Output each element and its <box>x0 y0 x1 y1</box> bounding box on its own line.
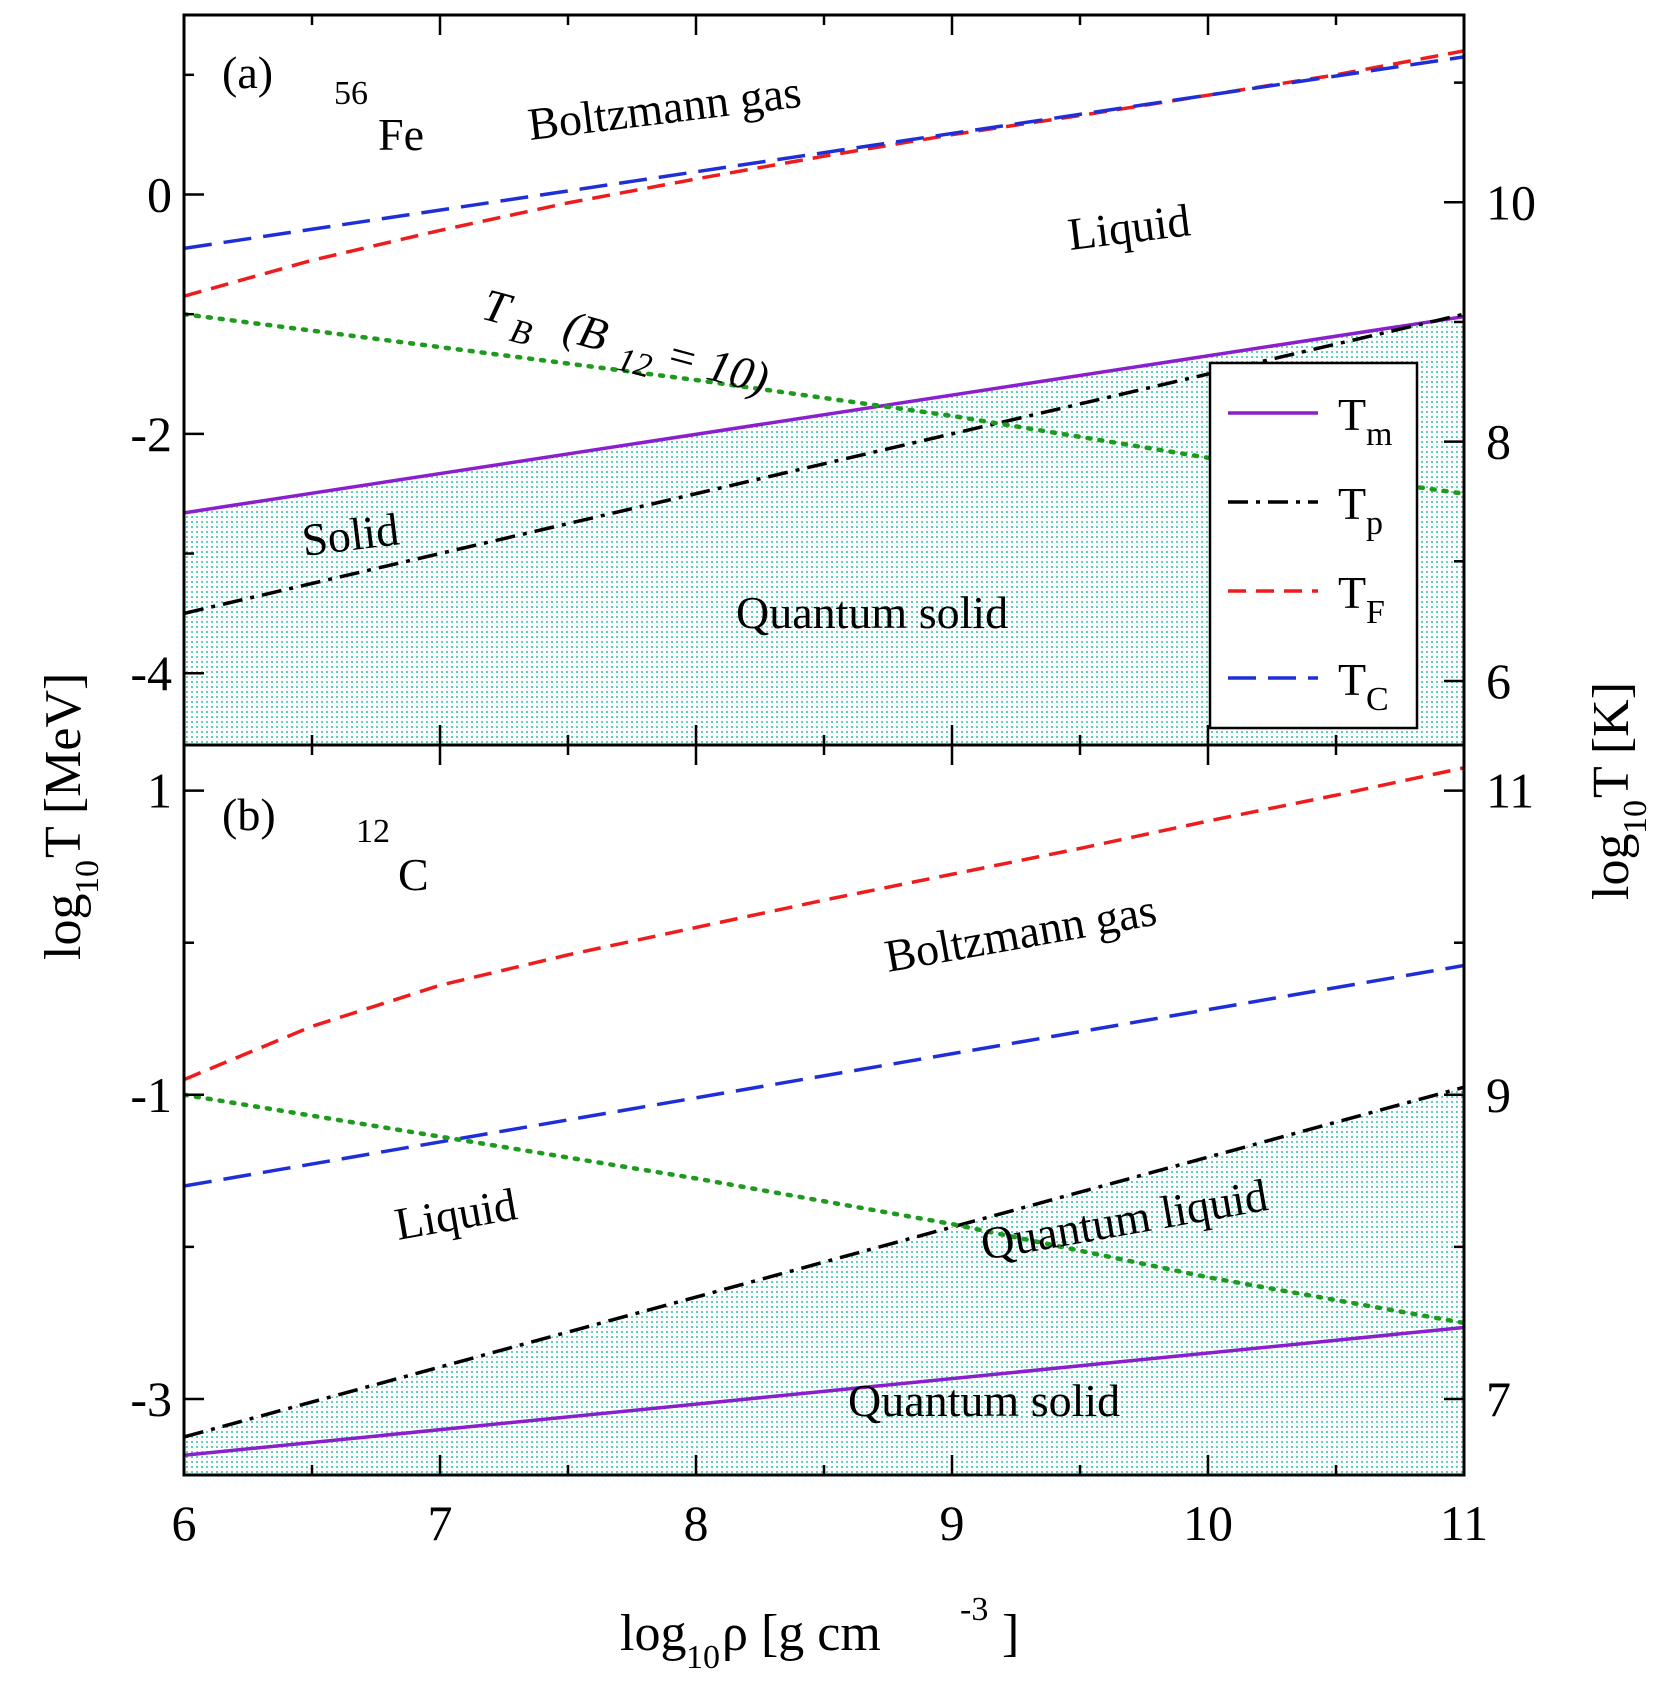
panel-a-mass-number: 56 <box>334 75 368 112</box>
y-tick-label: 0 <box>147 167 172 223</box>
y-right-title-rest: T [K] <box>1583 682 1640 798</box>
x-tick-label: 7 <box>428 1495 453 1551</box>
panel-a-label: (a) <box>222 47 273 98</box>
y-left-axis-title: log 10 T [MeV] <box>35 673 106 960</box>
tb-B-sub: B <box>506 312 536 353</box>
tb-paren-B: (B <box>558 300 613 361</box>
legend-box <box>1208 361 1419 730</box>
right-y-tick-label: 11 <box>1486 763 1534 819</box>
y-tick-label: -2 <box>130 406 172 462</box>
legend-label-tm: T <box>1338 389 1366 440</box>
panel-b-boltzmann-label: Boltzmann gas <box>881 884 1160 982</box>
legend-sub-tm: m <box>1366 416 1392 453</box>
panel-b-element: C <box>398 849 429 900</box>
x-axis-title-end: ] <box>1002 1605 1019 1662</box>
panel-a-series-tc <box>184 55 1464 251</box>
panel-b-liquid-label: Liquid <box>391 1178 521 1250</box>
panel-b-solid-shading <box>184 1087 1464 1475</box>
panel-a-series-tm <box>184 314 1464 515</box>
legend-label-tp: T <box>1338 478 1366 529</box>
panel-b-label: (b) <box>222 789 276 840</box>
right-y-tick-label: 6 <box>1486 653 1511 709</box>
panel-b-series-tm <box>184 1325 1464 1457</box>
x-tick-label: 9 <box>940 1495 965 1551</box>
right-y-tick-label: 8 <box>1486 414 1511 470</box>
panel-b-mass-number: 12 <box>356 813 390 850</box>
y-right-title-log: log <box>1583 834 1640 900</box>
y-left-title-rest: T [MeV] <box>35 673 92 858</box>
panel-b-quantum-solid-label: Quantum solid <box>848 1375 1120 1426</box>
tb-equals-10: = 10) <box>661 328 775 404</box>
panel-b-series-tc <box>184 963 1464 1188</box>
panel-a-liquid-label: Liquid <box>1065 194 1193 260</box>
panel-b-series-tf <box>184 766 1464 1082</box>
panel-a-solid-label: Solid <box>299 503 402 565</box>
right-y-tick-label: 9 <box>1486 1067 1511 1123</box>
legend-label-tf: T <box>1338 567 1366 618</box>
legend-label-tc: T <box>1338 654 1366 705</box>
y-right-title-sub: 10 <box>1617 800 1654 834</box>
panel-a-solid-shading <box>184 316 1464 745</box>
panel-a-element: Fe <box>378 109 424 160</box>
x-tick-label: 6 <box>172 1495 197 1551</box>
panel-a: 0 -2 -4 6 8 10 (a) 56 Fe Boltzmann gas Liquid… <box>130 15 1536 745</box>
y-tick-label: -4 <box>130 645 172 701</box>
x-axis-title: log 10 ρ [g cm -3 ] <box>620 1591 1019 1676</box>
legend-sub-tp: p <box>1366 505 1383 542</box>
panel-a-series-tf <box>184 49 1464 298</box>
panel-a-quantum-solid-label: Quantum solid <box>736 587 1008 638</box>
legend-sub-tc: C <box>1366 681 1389 718</box>
x-axis-title-log: log <box>620 1605 686 1662</box>
y-tick-label: 1 <box>147 763 172 819</box>
legend-sub-tf: F <box>1366 594 1385 631</box>
x-axis-title-sub: 10 <box>686 1639 720 1676</box>
panel-a-boltzmann-label: Boltzmann gas <box>525 66 804 150</box>
legend: T m T p T F T C <box>1208 361 1419 730</box>
right-y-tick-label: 10 <box>1486 174 1536 230</box>
tb-annotation: T B (B 12 = 10) <box>477 279 775 404</box>
panel-b-series-tb <box>184 1092 1464 1326</box>
y-left-title-log: log <box>35 894 92 960</box>
x-axis-title-rest: ρ [g cm <box>722 1605 881 1662</box>
x-tick-label: 8 <box>684 1495 709 1551</box>
tb-12-sub: 12 <box>613 341 655 386</box>
y-left-title-sub: 10 <box>69 860 106 894</box>
y-tick-label: -3 <box>130 1371 172 1427</box>
y-right-axis-title: log 10 T [K] <box>1583 682 1654 900</box>
right-y-tick-label: 7 <box>1486 1371 1511 1427</box>
x-tick-label: 11 <box>1440 1495 1488 1551</box>
x-tick-label: 10 <box>1183 1495 1233 1551</box>
y-tick-label: -1 <box>130 1067 172 1123</box>
x-axis-title-sup: -3 <box>960 1591 988 1628</box>
panel-b-frame <box>182 743 1466 1477</box>
